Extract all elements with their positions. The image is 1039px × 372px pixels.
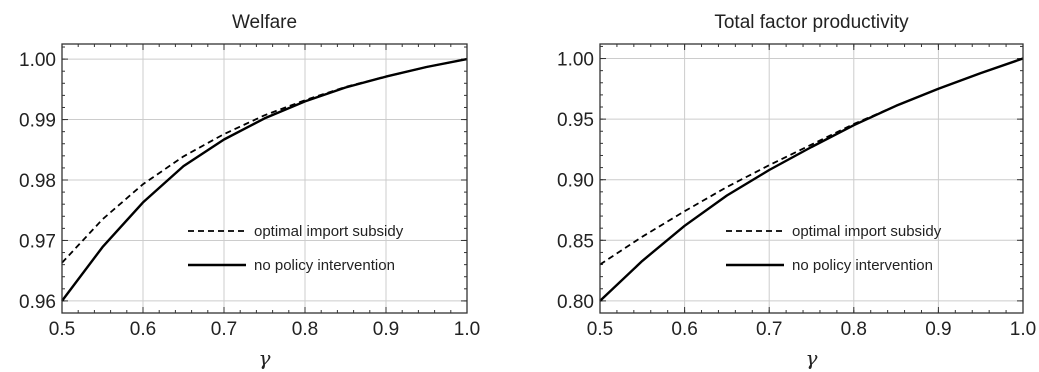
plot-frame bbox=[61, 43, 468, 314]
y-tick-label: 0.97 bbox=[19, 231, 56, 252]
x-axis-label: γ bbox=[806, 346, 818, 370]
legend: optimal import subsidy no policy interven… bbox=[188, 223, 404, 274]
x-axis-label: γ bbox=[259, 346, 271, 370]
legend-label: optimal import subsidy bbox=[254, 223, 404, 240]
series-line-no-policy-intervention bbox=[61, 57, 468, 302]
x-tick-label: 1.0 bbox=[454, 319, 480, 340]
x-tick-label: 0.8 bbox=[841, 319, 867, 340]
x-tick-label: 0.9 bbox=[373, 319, 399, 340]
chart-panel-2: Total factor productivity 0.5 0.6 0.7 0.8 0.9… bbox=[557, 12, 1036, 370]
series-line-no-policy-intervention bbox=[599, 57, 1024, 302]
y-tick-label: 1.00 bbox=[557, 50, 594, 71]
x-tick-label: 0.6 bbox=[671, 319, 697, 340]
x-tick-label: 0.6 bbox=[130, 319, 156, 340]
legend-label: no policy intervention bbox=[254, 257, 395, 274]
y-tick-label: 0.85 bbox=[557, 231, 594, 252]
plot-frame bbox=[599, 43, 1024, 314]
chart-title: Total factor productivity bbox=[714, 12, 909, 33]
legend-label: no policy intervention bbox=[792, 257, 933, 274]
series-line-optimal-import-subsidy bbox=[599, 57, 1024, 266]
chart-title: Welfare bbox=[232, 12, 297, 33]
y-tick-label: 0.98 bbox=[19, 171, 56, 192]
x-tick-label: 0.8 bbox=[292, 319, 318, 340]
x-tick-label: 0.7 bbox=[211, 319, 237, 340]
y-tick-label: 0.99 bbox=[19, 111, 56, 132]
y-tick-label: 0.95 bbox=[557, 110, 594, 131]
y-tick-label: 0.96 bbox=[19, 292, 56, 313]
y-tick-label: 1.00 bbox=[19, 50, 56, 71]
x-tick-label: 0.7 bbox=[756, 319, 782, 340]
legend: optimal import subsidy no policy interven… bbox=[726, 223, 942, 274]
chart-panel-1: Welfare 0.5 0.6 0.7 0.8 0.9 1.0 0.96 0.97 0.98 0.9… bbox=[19, 12, 480, 370]
y-tick-label: 0.90 bbox=[557, 171, 594, 192]
x-tick-label: 0.5 bbox=[49, 319, 75, 340]
x-tick-label: 0.5 bbox=[587, 319, 613, 340]
x-tick-label: 0.9 bbox=[925, 319, 951, 340]
x-tick-label: 1.0 bbox=[1010, 319, 1036, 340]
y-tick-label: 0.80 bbox=[557, 292, 594, 313]
legend-label: optimal import subsidy bbox=[792, 223, 942, 240]
